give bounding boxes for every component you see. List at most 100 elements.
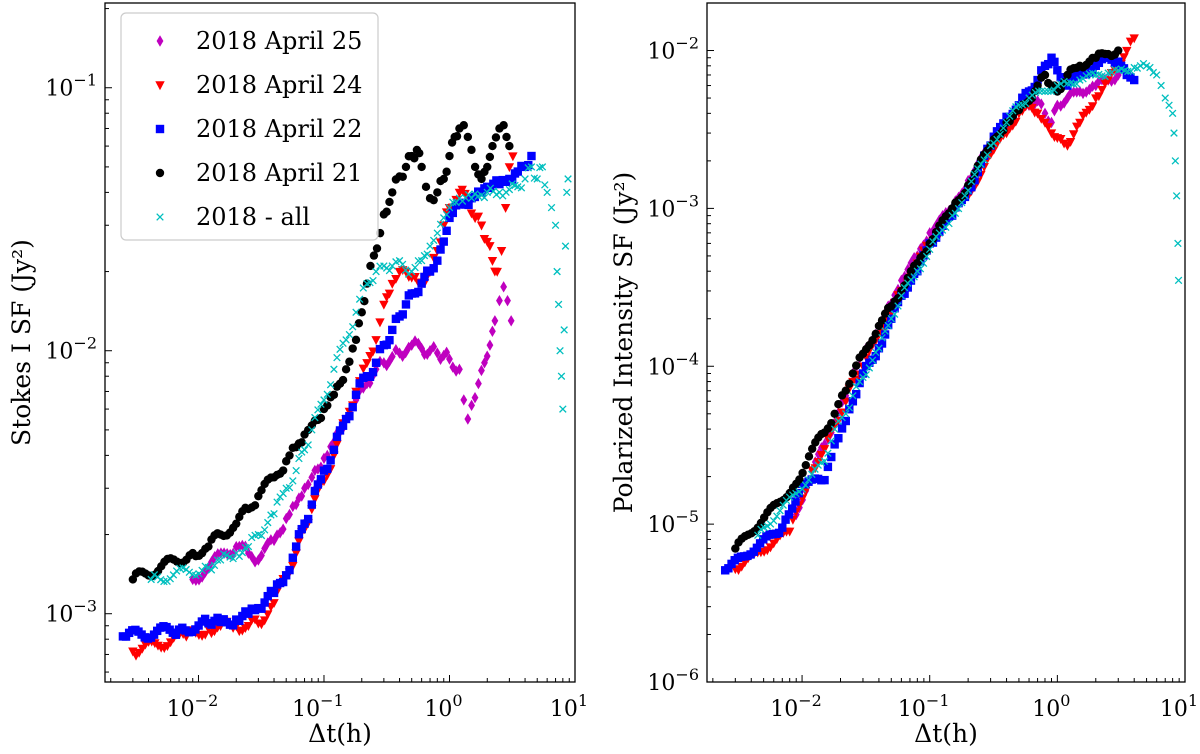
- data-point: [881, 327, 889, 335]
- data-point: [388, 350, 396, 363]
- data-point: [345, 357, 354, 366]
- data-point: [368, 347, 378, 357]
- data-point: [794, 488, 803, 498]
- data-point: [351, 390, 361, 399]
- data-point: [784, 510, 794, 519]
- data-point: [986, 141, 995, 150]
- data-point: [270, 509, 278, 518]
- data-point: [1161, 94, 1169, 102]
- data-point: [547, 203, 556, 212]
- data-point: [375, 318, 385, 328]
- data-point: [352, 394, 360, 406]
- data-point: [527, 163, 536, 171]
- data-point: [421, 182, 431, 192]
- data-point: [273, 498, 281, 506]
- data-point: [365, 372, 375, 381]
- plot-area: [118, 121, 572, 661]
- data-point: [294, 537, 304, 547]
- x-tick-label: 100: [1032, 691, 1070, 722]
- data-point: [195, 574, 203, 586]
- legend: 2018 April 25 2018 April 24 2018 April 22 2…: [120, 12, 379, 241]
- data-point: [807, 444, 817, 454]
- data-point: [313, 480, 323, 489]
- data-point: [460, 189, 470, 199]
- data-point: [332, 440, 342, 450]
- data-point: [1033, 75, 1042, 85]
- data-point: [369, 276, 377, 285]
- x-axis-title: Δt(h): [914, 719, 978, 748]
- data-point: [1114, 46, 1123, 55]
- data-point: [816, 450, 827, 460]
- data-point: [485, 242, 495, 252]
- data-point: [779, 501, 787, 509]
- data-point: [980, 156, 988, 164]
- data-point: [436, 245, 445, 254]
- data-point: [433, 256, 442, 265]
- data-point: [842, 410, 850, 418]
- data-point: [505, 141, 514, 151]
- legend-marker: [156, 213, 164, 221]
- data-point: [830, 425, 839, 433]
- data-point: [1021, 99, 1030, 108]
- data-point: [1053, 99, 1061, 111]
- data-point: [824, 449, 832, 457]
- data-point: [1002, 118, 1011, 127]
- data-point: [776, 506, 784, 515]
- data-point: [429, 195, 438, 205]
- data-point: [916, 265, 925, 273]
- data-point: [961, 191, 969, 200]
- data-point: [426, 242, 434, 250]
- data-point: [468, 399, 475, 412]
- data-point: [769, 516, 778, 525]
- data-point: [371, 336, 381, 346]
- data-point: [507, 315, 515, 327]
- data-point: [333, 353, 341, 362]
- data-point: [784, 527, 795, 537]
- data-point: [801, 486, 811, 496]
- data-point: [500, 281, 508, 293]
- data-point: [320, 452, 328, 464]
- data-point: [460, 394, 468, 406]
- legend-entry: 2018 April 25: [156, 27, 362, 55]
- data-point: [317, 400, 325, 409]
- data-point: [1129, 34, 1139, 44]
- data-point: [1146, 63, 1154, 72]
- data-point: [307, 500, 317, 509]
- data-point: [554, 300, 563, 309]
- data-point: [795, 475, 804, 484]
- data-point: [385, 197, 394, 207]
- data-point: [401, 267, 411, 277]
- data-point: [160, 577, 168, 586]
- data-point: [1069, 80, 1078, 88]
- data-point: [900, 289, 909, 298]
- data-point: [330, 365, 338, 374]
- data-point: [483, 162, 492, 172]
- data-point: [813, 458, 824, 467]
- data-point: [384, 289, 395, 299]
- data-point: [841, 416, 850, 426]
- data-point: [504, 294, 511, 307]
- data-point: [834, 400, 843, 409]
- data-point: [247, 533, 256, 542]
- data-point: [1050, 86, 1059, 94]
- data-point: [411, 263, 419, 272]
- data-point: [232, 519, 241, 528]
- data-point: [871, 329, 880, 339]
- data-point: [473, 212, 484, 222]
- data-point: [273, 529, 281, 541]
- data-point: [279, 489, 287, 498]
- data-point: [264, 518, 272, 527]
- data-point: [823, 462, 833, 472]
- series-2018---all: [754, 59, 1183, 540]
- data-point: [401, 266, 410, 274]
- data-point: [820, 457, 829, 466]
- data-point: [304, 478, 312, 491]
- data-point: [910, 273, 918, 281]
- data-point: [1056, 73, 1065, 82]
- data-point: [442, 226, 451, 235]
- data-point: [198, 566, 206, 575]
- data-point: [329, 445, 339, 455]
- data-point: [214, 548, 222, 560]
- data-point: [1124, 67, 1132, 76]
- data-point: [868, 336, 877, 345]
